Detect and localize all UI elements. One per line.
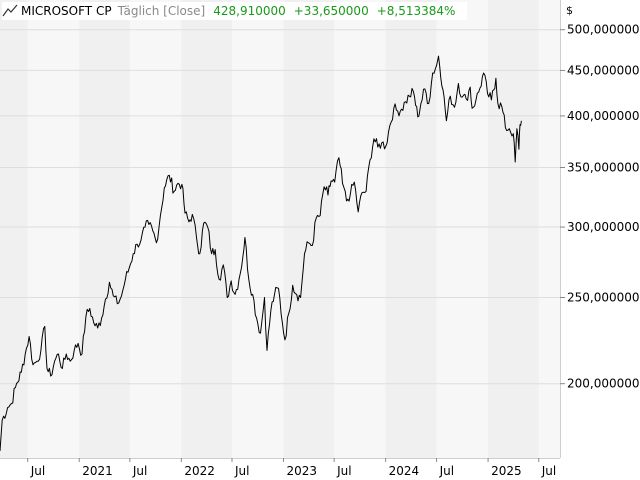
period-band	[283, 0, 335, 458]
period-band	[0, 0, 28, 458]
period-band	[181, 0, 233, 458]
y-tick-label: 350,000000	[567, 161, 640, 175]
x-tick-label: Jul	[30, 464, 45, 478]
x-tick-label: Jul	[541, 464, 556, 478]
price-change: +33,650000	[293, 4, 369, 18]
x-tick-label: 2021	[82, 464, 113, 478]
period-bands	[0, 0, 539, 458]
y-tick-label: 450,000000	[567, 63, 640, 77]
interval-mode: Täglich [Close]	[117, 4, 206, 18]
price-change-percent: +8,513384%	[376, 4, 456, 18]
period-band	[488, 0, 539, 458]
x-tick-label: Jul	[132, 464, 147, 478]
gridlines	[0, 29, 560, 385]
x-tick-label: 2022	[184, 464, 215, 478]
y-axis: 200,000000 250,000000 300,000000 350,000000…	[560, 23, 640, 391]
y-axis-currency-label: $	[566, 4, 573, 17]
last-price: 428,910000	[213, 4, 286, 18]
y-tick-label: 200,000000	[567, 377, 640, 391]
x-tick-label: 2025	[491, 464, 522, 478]
x-tick-label: Jul	[336, 464, 351, 478]
x-axis: Jul 2021 Jul 2022 Jul 2023 Jul 2024 Jul 2025 Jul	[27, 458, 556, 478]
period-band	[79, 0, 130, 458]
y-tick-label: 400,000000	[567, 109, 640, 123]
period-band	[385, 0, 437, 458]
y-tick-label: 300,000000	[567, 220, 640, 234]
series-line	[0, 55, 522, 452]
instrument-name: MICROSOFT CP	[21, 4, 112, 18]
line-chart-icon	[2, 4, 18, 18]
y-tick-label: 500,000000	[567, 23, 640, 37]
x-tick-label: 2023	[286, 464, 317, 478]
x-tick-label: Jul	[234, 464, 249, 478]
x-tick-label: 2024	[389, 464, 420, 478]
y-tick-label: 250,000000	[567, 290, 640, 304]
chart-legend: MICROSOFT CP Täglich [Close] 428,910000 …	[2, 2, 468, 20]
x-tick-label: Jul	[439, 464, 454, 478]
